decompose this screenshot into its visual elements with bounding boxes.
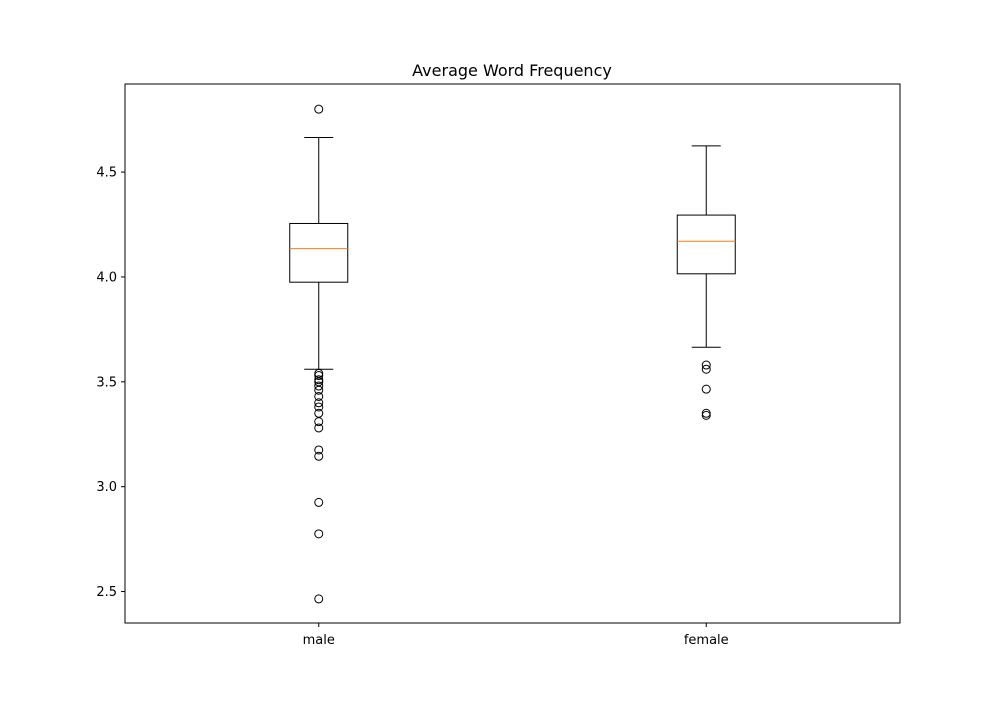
outlier-point [314,402,324,412]
y-tick-label: 2.5 [96,585,117,600]
outlier-point [314,408,324,418]
outlier-point [314,398,324,408]
outlier-point [701,410,711,420]
x-tick-label: female [684,633,729,648]
outlier-point [314,445,324,455]
outlier-point [314,417,324,427]
box-female [676,214,736,275]
outlier-point [701,384,711,394]
outlier-point [701,364,711,374]
y-tick-label: 4.0 [96,270,117,285]
outlier-point [314,371,324,381]
box-male [289,222,349,283]
y-tick-label: 3.0 [96,480,117,495]
outlier-point [701,360,711,370]
outlier-point [314,381,324,391]
outlier-point [314,391,324,401]
outlier-point [314,451,324,461]
outlier-point [314,529,324,539]
y-tick-label: 4.5 [96,166,117,181]
plot-frame [124,83,901,624]
outlier-point [314,104,324,114]
outlier-point [314,375,324,385]
outlier-point [314,497,324,507]
outlier-point [314,423,324,433]
outlier-point [701,408,711,418]
outlier-point [314,594,324,604]
x-tick-label: male [303,633,335,648]
chart-title: Average Word Frequency [412,61,612,80]
outlier-point [314,385,324,395]
y-tick-label: 3.5 [96,375,117,390]
